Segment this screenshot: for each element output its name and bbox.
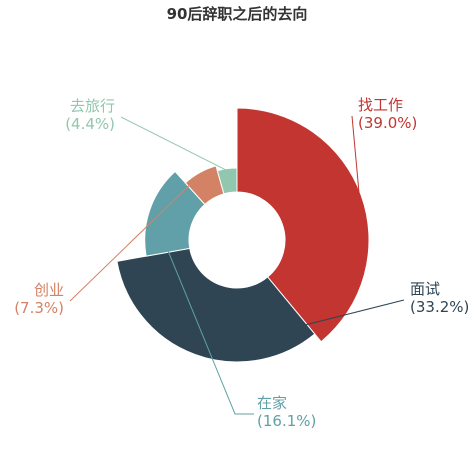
- labels-group: 找工作(39.0%)面试(33.2%)在家(16.1%)创业(7.3%)去旅行(…: [14, 96, 469, 430]
- slice-label-pct-0: (39.0%): [358, 114, 417, 132]
- leader-line-4: [120, 116, 228, 172]
- slice-label-pct-3: (7.3%): [14, 299, 64, 317]
- slice-label-name-1: 面试: [410, 280, 440, 298]
- slice-1[interactable]: [116, 247, 316, 363]
- slice-0[interactable]: [236, 107, 370, 343]
- slice-label-name-3: 创业: [34, 281, 64, 299]
- slice-2[interactable]: [144, 170, 206, 257]
- leader-line-1: [195, 299, 405, 354]
- slice-label-pct-2: (16.1%): [257, 412, 316, 430]
- slice-label-name-0: 找工作: [358, 96, 403, 114]
- chart-title: 90后辞职之后的去向: [167, 5, 308, 23]
- slice-label-2: 在家(16.1%): [257, 394, 316, 430]
- slice-label-1: 面试(33.2%): [410, 280, 469, 316]
- slices-group: [116, 107, 370, 363]
- slice-label-name-2: 在家: [257, 394, 287, 412]
- leader-line-3: [69, 174, 201, 302]
- slice-label-4: 去旅行(4.4%): [65, 97, 115, 133]
- leader-line-2: [151, 210, 254, 415]
- leader-lines-group: [69, 115, 405, 415]
- leader-line-0: [351, 115, 360, 197]
- slice-label-3: 创业(7.3%): [14, 281, 64, 317]
- slice-label-pct-4: (4.4%): [65, 115, 115, 133]
- slice-label-pct-1: (33.2%): [410, 298, 469, 316]
- slice-label-name-4: 去旅行: [70, 97, 115, 115]
- slice-label-0: 找工作(39.0%): [358, 96, 417, 132]
